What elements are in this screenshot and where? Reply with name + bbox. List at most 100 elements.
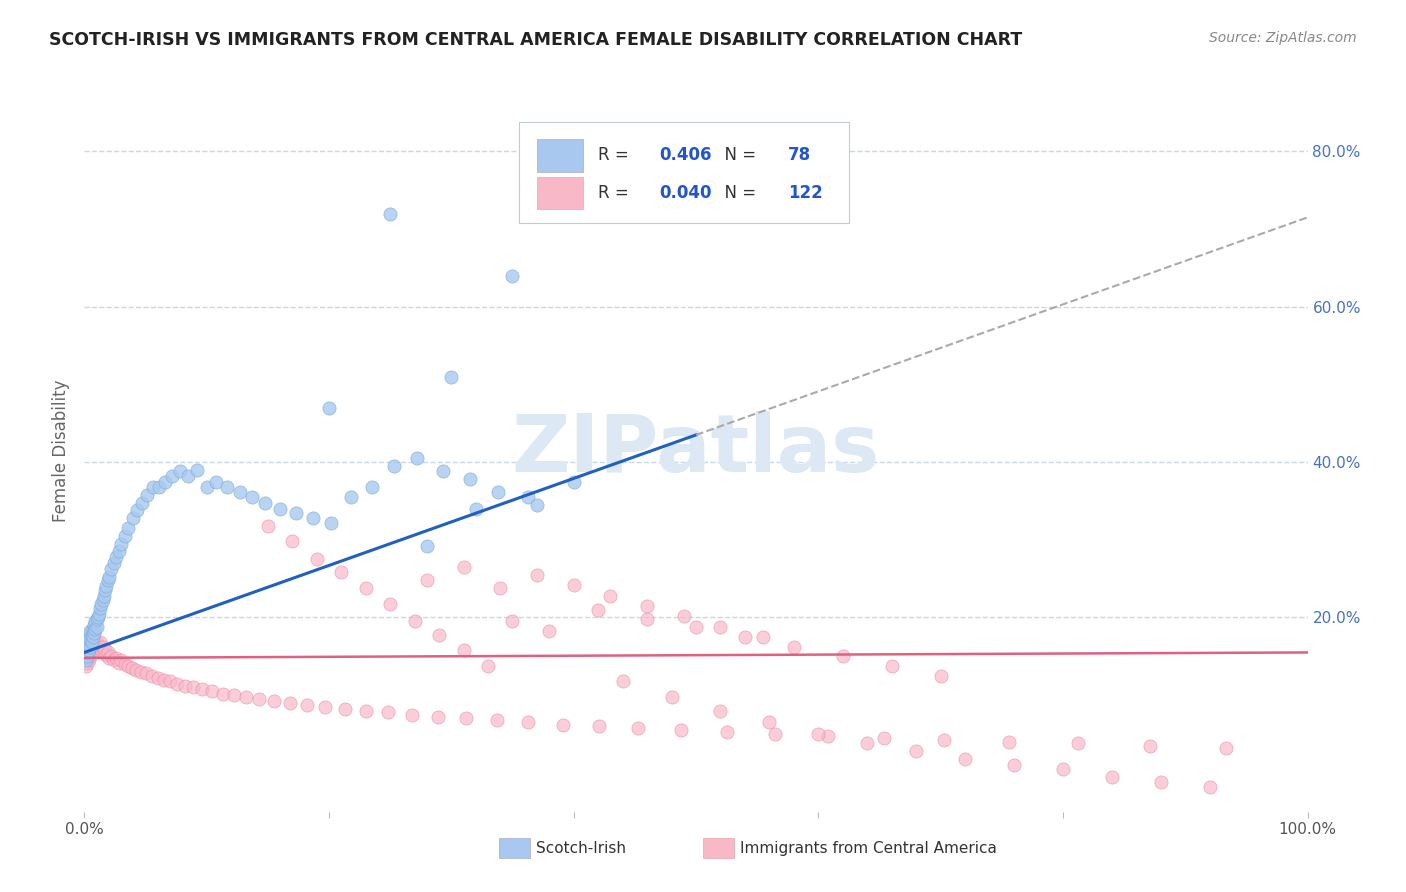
Point [77,643,100,657]
Point [159,674,181,689]
Point [79,641,101,656]
Point [599,589,621,603]
Point [254,495,277,509]
Point [1052,762,1074,776]
Point [235,690,257,704]
Point [856,736,879,750]
Point [90,597,112,611]
Point [195,480,218,494]
Point [94,643,117,657]
Text: R =: R = [598,146,634,164]
Point [107,656,129,670]
Point [380,206,402,220]
Point [305,552,328,566]
Point [314,699,336,714]
Point [453,643,475,657]
Point [807,727,830,741]
Point [406,451,429,466]
Point [80,627,103,641]
Point [934,733,956,747]
Point [131,495,153,509]
Point [90,643,112,657]
Point [318,401,340,415]
Point [333,702,356,716]
Point [86,635,108,649]
Y-axis label: Female Disability: Female Disability [52,379,70,522]
Point [269,501,291,516]
Text: SCOTCH-IRISH VS IMMIGRANTS FROM CENTRAL AMERICA FEMALE DISABILITY CORRELATION CH: SCOTCH-IRISH VS IMMIGRANTS FROM CENTRAL … [49,31,1022,49]
Point [100,562,122,576]
Point [998,735,1021,749]
Point [880,658,903,673]
Point [77,651,100,665]
FancyBboxPatch shape [519,121,849,223]
Point [153,475,176,489]
Point [93,645,115,659]
Point [122,511,145,525]
Point [76,640,98,654]
Text: N =: N = [714,184,762,202]
Text: 0.040: 0.040 [659,184,711,202]
Point [86,620,108,634]
Point [240,490,263,504]
Point [96,579,118,593]
Point [426,710,449,724]
Point [562,578,585,592]
Point [79,649,101,664]
Point [765,727,787,741]
Point [103,556,125,570]
Point [79,632,101,647]
Point [263,694,285,708]
Point [173,679,195,693]
Point [783,640,806,654]
Point [77,645,100,659]
Point [97,570,120,584]
Point [89,635,111,649]
Point [79,624,101,639]
Point [146,671,169,685]
Point [107,544,129,558]
Point [671,723,693,738]
Text: 0.406: 0.406 [659,146,711,164]
Point [360,480,382,494]
Text: Source: ZipAtlas.com: Source: ZipAtlas.com [1209,31,1357,45]
Point [489,581,512,595]
Point [83,635,105,649]
Point [432,465,454,479]
Point [458,472,481,486]
Point [440,369,463,384]
Point [82,643,104,657]
Point [340,490,363,504]
Point [477,658,499,673]
Point [110,537,132,551]
Point [80,640,103,654]
Point [586,603,609,617]
Point [114,529,136,543]
Point [257,518,280,533]
Point [228,484,250,499]
Point [217,480,239,494]
Point [636,599,658,613]
Point [91,640,114,654]
Point [84,622,107,636]
Point [117,658,139,673]
Point [222,688,245,702]
Point [121,661,143,675]
Point [612,674,634,689]
Point [1002,758,1025,772]
Point [661,690,683,704]
Point [1101,770,1123,784]
Text: N =: N = [714,146,762,164]
Point [114,657,136,672]
Point [427,627,450,641]
Point [177,469,200,483]
Point [636,612,658,626]
Text: Immigrants from Central America: Immigrants from Central America [740,841,997,855]
Point [87,640,110,654]
Point [86,612,108,626]
Point [77,653,100,667]
Point [77,645,100,659]
Point [87,638,110,652]
Point [135,666,157,681]
Point [905,744,928,758]
